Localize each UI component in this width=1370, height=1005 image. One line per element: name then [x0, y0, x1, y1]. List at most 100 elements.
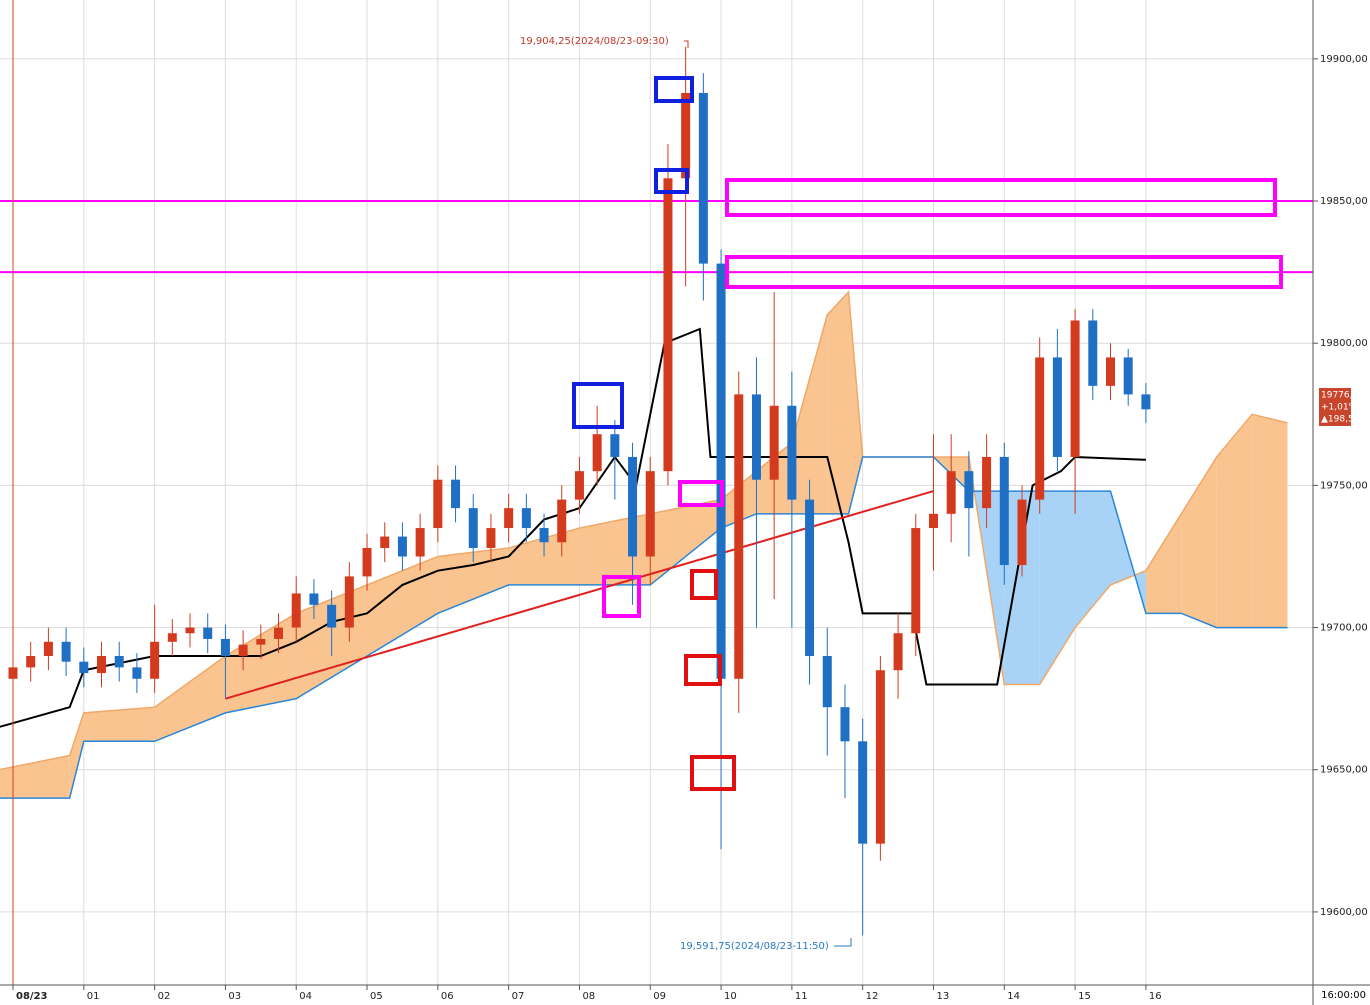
box [678, 480, 724, 507]
candle-body [203, 627, 213, 639]
x-tick-label: 14 [1007, 991, 1020, 1002]
candle-body [1141, 394, 1151, 410]
candle-body [840, 707, 850, 742]
cloud-segment [69, 712, 84, 799]
x-tick-label: 05 [370, 991, 383, 1002]
candle-body [220, 638, 230, 657]
candle-body [716, 263, 726, 679]
candle-body [132, 667, 142, 679]
candle-body [167, 633, 177, 642]
candle-body [256, 638, 266, 645]
x-end-label: 16:00:00 [1321, 990, 1366, 1001]
price-tag-change: ▲198,50 [1321, 415, 1360, 425]
candle-body [1088, 320, 1098, 386]
candle-body [79, 661, 89, 674]
x-tick-label: 07 [512, 991, 525, 1002]
annotation-leader [684, 40, 689, 48]
candle-body [751, 394, 761, 480]
cloud-segment [1145, 513, 1182, 614]
x-tick-label: 13 [936, 991, 949, 1002]
y-tick-label: 19900,00 [1320, 54, 1368, 65]
candle-body [97, 656, 107, 674]
candle-body [521, 508, 531, 529]
candle-body [610, 434, 620, 457]
box [602, 575, 641, 618]
candle-body [822, 656, 832, 708]
candle-body [1035, 357, 1045, 500]
x-tick-label: 08 [582, 991, 595, 1002]
price-tag-price: 19776,75 [1321, 391, 1364, 401]
box [654, 168, 689, 194]
box [572, 382, 624, 429]
candle-body [946, 471, 956, 514]
cloud-segment [1039, 491, 1076, 685]
candle-body [380, 536, 390, 548]
indicator-line [225, 490, 934, 700]
cloud-segment [791, 314, 828, 514]
y-tick-label: 19800,00 [1320, 338, 1368, 349]
candle-body [486, 528, 496, 548]
candle-body [539, 528, 549, 543]
box [690, 569, 718, 600]
candle-body [150, 641, 160, 679]
cloud-segment [1181, 456, 1217, 628]
x-tick-label: 01 [87, 991, 100, 1002]
candle-body [1105, 357, 1115, 386]
candle-body [43, 641, 53, 657]
box [654, 76, 694, 103]
candle-body [698, 92, 708, 264]
candle-body [1070, 320, 1080, 457]
candle-body [858, 741, 868, 844]
candle-body [734, 394, 744, 679]
cloud-segment [1075, 491, 1111, 628]
box [725, 255, 1283, 289]
candle-body [1123, 357, 1133, 395]
candle-body [681, 92, 691, 179]
candle-body [433, 479, 443, 529]
y-tick-label: 19850,00 [1320, 196, 1368, 207]
candle-body [468, 508, 478, 548]
x-tick-label: 16 [1149, 991, 1162, 1002]
cloud-segment [437, 547, 509, 614]
candle-body [574, 471, 584, 500]
candle-body [893, 633, 903, 671]
y-tick-label: 19700,00 [1320, 623, 1368, 634]
candle-body [238, 644, 248, 657]
candle-body [185, 627, 195, 634]
x-tick-label: 11 [795, 991, 808, 1002]
candle-body [114, 656, 124, 668]
x-tick-label: 09 [653, 991, 666, 1002]
candle-body [964, 471, 974, 509]
cloud-segment [1252, 414, 1288, 628]
candle-body [592, 434, 602, 472]
cloud-segment [650, 499, 722, 585]
x-tick-label: 08/23 [16, 991, 48, 1002]
candle-body [415, 528, 425, 557]
high-annotation: 19,904,25(2024/08/23-09:30) [520, 36, 669, 47]
cloud-segment [1004, 491, 1040, 685]
candle-body [805, 499, 815, 657]
candle-body [1017, 499, 1027, 566]
price-tag-box [1319, 388, 1351, 426]
candle-body [628, 456, 638, 557]
cloud-segment [1216, 414, 1253, 628]
candle-body [397, 536, 407, 557]
cloud-segment [848, 292, 863, 514]
x-tick-label: 10 [724, 991, 737, 1002]
cloud-segment [827, 292, 849, 514]
candle-body [327, 604, 337, 628]
cloud-segment [367, 556, 438, 657]
x-tick-label: 04 [299, 991, 312, 1002]
cloud-segment [83, 707, 155, 742]
candle-body [344, 576, 354, 628]
candle-body [663, 178, 673, 472]
candle-body [645, 471, 655, 557]
candle-body [999, 456, 1009, 566]
candle-body [928, 513, 938, 529]
candle-body [309, 593, 319, 605]
candle-body [291, 593, 301, 628]
drawn-boxes [572, 76, 1283, 791]
candle-body [451, 479, 461, 509]
price-tag-pct: +1,01% [1321, 403, 1358, 413]
